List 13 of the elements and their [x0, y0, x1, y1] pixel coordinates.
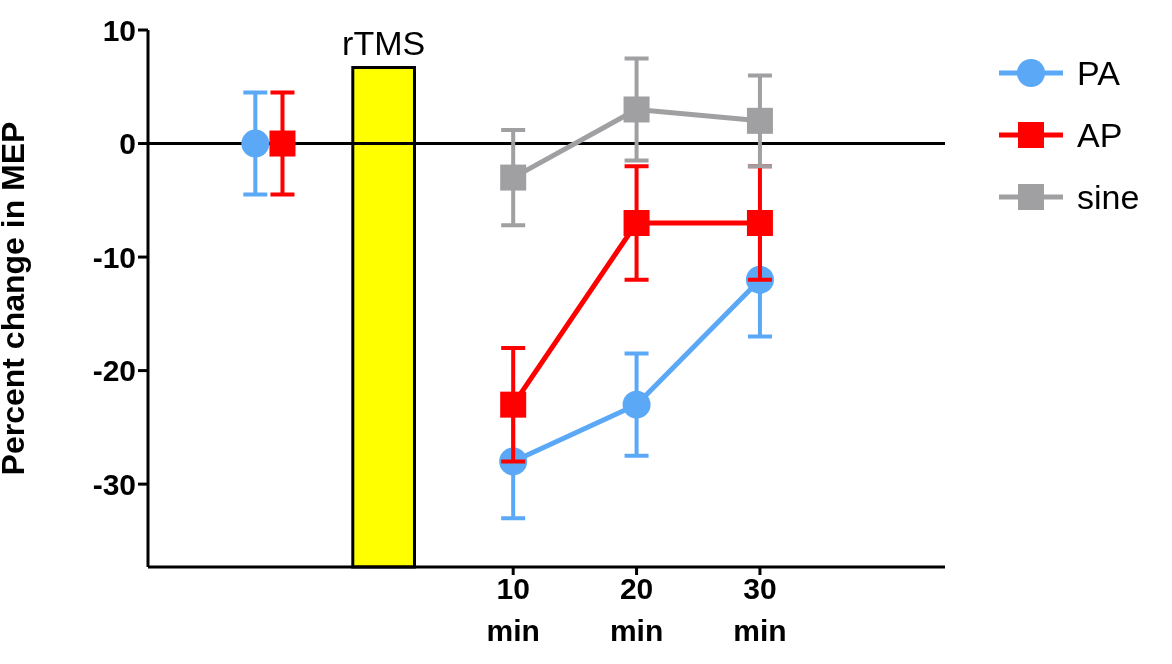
series-label: rTMS — [342, 24, 426, 63]
x-tick-label: 20 min — [609, 572, 664, 647]
x-tick-label: 30 min — [733, 572, 787, 647]
legend-label: AP — [1077, 115, 1123, 155]
y-tick-label: 0 — [119, 127, 136, 161]
y-tick-label: -20 — [92, 354, 136, 388]
x-tick-label: 10 min — [486, 572, 540, 647]
y-axis-title: Percent change in MEP — [0, 121, 32, 476]
legend-label: sine — [1077, 177, 1140, 217]
y-tick-label: -30 — [92, 467, 136, 501]
y-tick-label: -10 — [92, 240, 136, 274]
legend-label: PA — [1077, 53, 1120, 93]
y-tick-label: 10 — [102, 13, 136, 47]
